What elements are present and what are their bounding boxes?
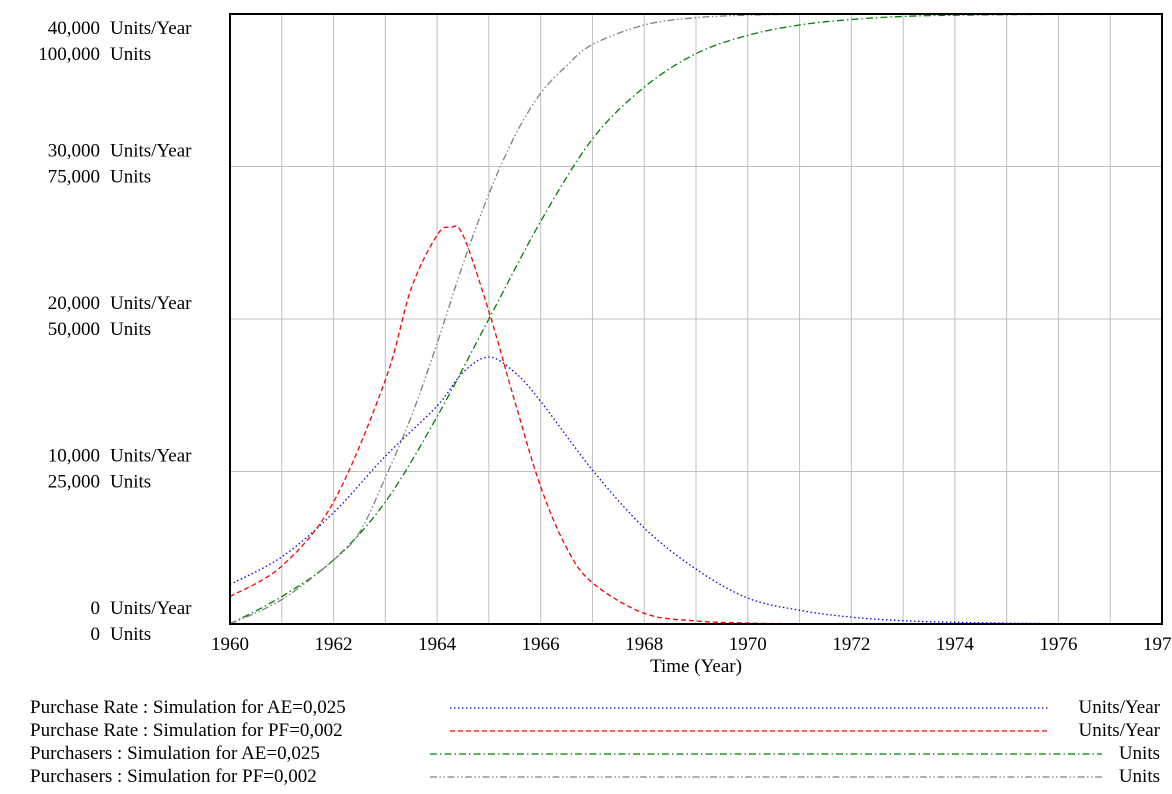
y-tick-unit: Units/Year	[110, 293, 192, 314]
y-tick-unit: Units	[110, 624, 151, 645]
legend-line-swatch	[450, 730, 1050, 732]
y-tick-value: 0	[91, 624, 101, 645]
y-tick-unit: Units/Year	[110, 18, 192, 39]
y-tick-unit: Units/Year	[110, 446, 192, 467]
x-tick-label: 1972	[832, 634, 870, 655]
legend-line-swatch	[430, 776, 1102, 778]
y-tick-unit: Units	[110, 44, 151, 65]
legend-series-name: Purchasers : Simulation for PF=0,002	[30, 766, 317, 787]
x-tick-label: 1960	[211, 634, 249, 655]
y-tick-value: 30,000	[48, 141, 100, 162]
y-tick-value: 10,000	[48, 446, 100, 467]
x-tick-label: 1962	[315, 634, 353, 655]
legend-series-unit: Units	[1118, 766, 1160, 787]
x-tick-label: 1976	[1039, 634, 1077, 655]
y-tick-unit: Units	[110, 472, 151, 493]
y-tick-unit: Units/Year	[110, 598, 192, 619]
x-tick-label: 1974	[936, 634, 975, 655]
y-tick-value: 100,000	[38, 44, 100, 65]
legend-series-unit: Units/Year	[1078, 697, 1160, 718]
grid-lines	[230, 14, 1162, 624]
chart-area: 40,000 Units/Year 100,000 Units 30,000 Units/…	[38, 13, 1172, 677]
x-tick-label: 1978	[1143, 634, 1172, 655]
legend-line-swatch	[450, 707, 1050, 709]
x-axis-tick-labels: 1960 1962 1964 1966 1968 1970 1972 1974 1976 1978	[211, 634, 1172, 655]
legend-series-unit: Units	[1118, 743, 1160, 764]
y-tick-value: 40,000	[48, 18, 100, 39]
y-tick-value: 0	[91, 598, 101, 619]
legend-series-name: Purchase Rate : Simulation for PF=0,002	[30, 720, 343, 741]
x-tick-label: 1968	[625, 634, 663, 655]
legend-item: Purchasers : Simulation for PF=0,002 Unit…	[0, 766, 1172, 790]
legend-series-name: Purchase Rate : Simulation for AE=0,025	[30, 697, 346, 718]
y-axis-labels: 40,000 Units/Year 100,000 Units 30,000 Units/…	[38, 18, 192, 645]
y-tick-unit: Units	[110, 167, 151, 188]
x-tick-label: 1964	[418, 634, 457, 655]
x-tick-label: 1970	[729, 634, 767, 655]
y-tick-unit: Units	[110, 319, 151, 340]
y-tick-value: 75,000	[48, 167, 100, 188]
x-axis-title: Time (Year)	[650, 656, 742, 677]
legend-item: Purchase Rate : Simulation for PF=0,002 U…	[0, 720, 1172, 744]
legend-line-swatch	[430, 753, 1102, 755]
legend-series-name: Purchasers : Simulation for AE=0,025	[30, 743, 320, 764]
y-tick-value: 50,000	[48, 319, 100, 340]
series-line-3	[229, 13, 1163, 625]
legend-item: Purchasers : Simulation for AE=0,025 Unit…	[0, 743, 1172, 767]
legend-item: Purchase Rate : Simulation for AE=0,025 U…	[0, 697, 1172, 721]
y-tick-value: 25,000	[48, 472, 100, 493]
y-tick-unit: Units/Year	[110, 141, 192, 162]
plot-frame	[229, 13, 1163, 625]
x-tick-label: 1966	[522, 634, 560, 655]
series-line-1	[229, 356, 1163, 625]
y-tick-value: 20,000	[48, 293, 100, 314]
legend-series-unit: Units/Year	[1078, 720, 1160, 741]
